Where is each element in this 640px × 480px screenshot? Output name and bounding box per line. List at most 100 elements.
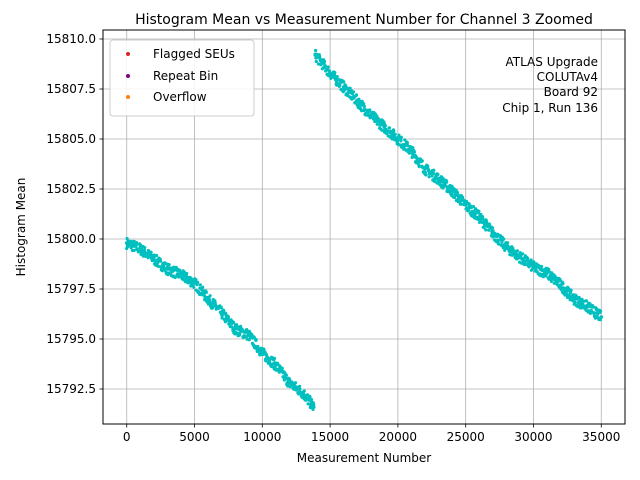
data-point xyxy=(342,88,346,92)
data-point xyxy=(518,255,522,259)
legend-marker-flagged-seus xyxy=(126,52,130,56)
data-point xyxy=(406,144,410,148)
data-point xyxy=(585,305,590,309)
data-point xyxy=(125,236,129,241)
x-tick-label: 20000 xyxy=(379,430,417,444)
data-point xyxy=(219,311,224,315)
data-point xyxy=(152,257,156,261)
data-point xyxy=(288,378,292,382)
data-point xyxy=(582,299,586,303)
data-point xyxy=(399,139,403,143)
data-point xyxy=(412,150,417,154)
grid-lines xyxy=(103,30,625,424)
data-point xyxy=(380,128,384,132)
data-point xyxy=(260,351,265,355)
data-point xyxy=(487,222,491,226)
data-point xyxy=(599,315,604,319)
data-point xyxy=(329,76,333,80)
data-point xyxy=(139,243,143,247)
data-point xyxy=(453,194,457,198)
data-point xyxy=(167,263,171,267)
data-point xyxy=(504,245,509,249)
data-point xyxy=(459,202,463,206)
data-point xyxy=(526,256,530,261)
data-point xyxy=(595,314,599,318)
data-point xyxy=(314,59,318,64)
data-point xyxy=(432,168,436,172)
annotation-line-3: Board 92 xyxy=(544,85,598,99)
data-point xyxy=(280,366,284,370)
data-point xyxy=(355,99,360,103)
data-point xyxy=(431,171,436,175)
data-point xyxy=(284,376,288,380)
annotation-line-2: COLUTAv4 xyxy=(537,70,598,84)
x-tick-label: 10000 xyxy=(243,430,281,444)
data-point xyxy=(351,90,356,94)
data-point xyxy=(192,285,196,289)
data-point xyxy=(479,212,483,217)
data-point xyxy=(393,132,397,136)
data-point xyxy=(143,246,147,250)
data-point xyxy=(181,276,185,280)
data-point xyxy=(198,283,202,287)
data-point xyxy=(487,228,491,232)
data-point xyxy=(293,381,298,385)
data-point xyxy=(375,114,379,118)
data-point xyxy=(201,285,205,289)
data-point xyxy=(266,356,270,360)
data-point xyxy=(262,347,266,351)
data-point xyxy=(445,180,449,184)
data-point xyxy=(506,241,510,245)
y-tick-label: 15805.0 xyxy=(46,132,96,146)
data-point xyxy=(185,271,189,276)
data-point xyxy=(521,252,525,256)
data-point xyxy=(398,143,402,147)
data-point xyxy=(477,215,482,219)
data-point xyxy=(531,265,536,269)
data-point xyxy=(159,259,163,263)
data-point xyxy=(322,59,327,64)
axis-ticks: 0 5000 10000 15000 20000 25000 30000 35000 15792… xyxy=(46,32,620,444)
x-tick-label: 30000 xyxy=(514,430,552,444)
data-point xyxy=(335,75,339,79)
legend-label-repeat-bin: Repeat Bin xyxy=(153,69,218,83)
data-point xyxy=(254,338,258,342)
data-point xyxy=(369,113,373,117)
data-point xyxy=(208,294,212,298)
data-point xyxy=(342,80,346,84)
data-point xyxy=(202,293,206,298)
data-point xyxy=(179,273,183,277)
data-point xyxy=(399,135,403,139)
data-point xyxy=(272,356,277,360)
data-point xyxy=(599,309,603,313)
data-point xyxy=(233,327,237,331)
data-point xyxy=(298,384,302,388)
data-point xyxy=(456,191,460,195)
data-point xyxy=(313,53,318,57)
chart-title: Histogram Mean vs Measurement Number for… xyxy=(135,12,593,28)
data-point xyxy=(392,129,396,133)
data-point xyxy=(333,71,337,75)
legend-marker-overflow xyxy=(126,95,130,99)
data-point xyxy=(219,305,223,309)
y-tick-label: 15807.5 xyxy=(46,82,96,96)
data-point xyxy=(547,267,551,271)
data-point xyxy=(196,280,200,284)
x-tick-label: 25000 xyxy=(447,430,485,444)
data-point xyxy=(287,381,292,385)
legend: Flagged SEUs Repeat Bin Overflow xyxy=(109,39,255,117)
data-point xyxy=(450,189,454,193)
data-point xyxy=(424,173,428,177)
data-point xyxy=(584,299,589,303)
data-point xyxy=(239,324,243,328)
data-point xyxy=(149,250,153,254)
data-point xyxy=(478,220,482,224)
data-point xyxy=(554,276,558,280)
data-point xyxy=(396,137,400,141)
data-point xyxy=(502,237,506,241)
data-point xyxy=(441,177,445,181)
data-point xyxy=(298,387,302,391)
data-point xyxy=(270,365,274,369)
data-point xyxy=(500,240,504,244)
